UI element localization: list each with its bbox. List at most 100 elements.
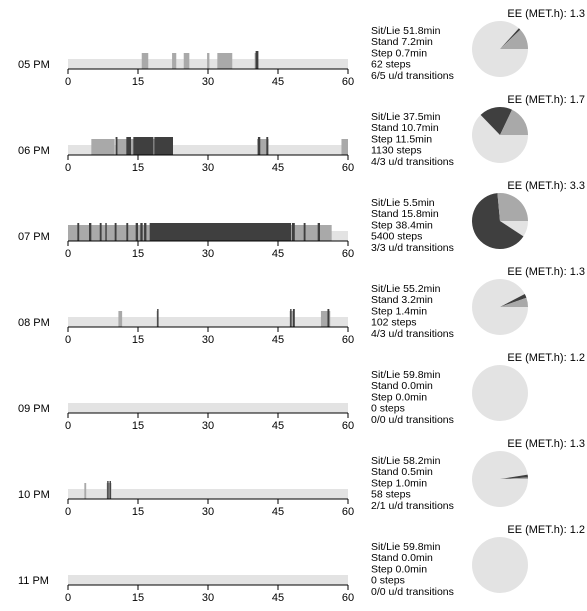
stepping-segment — [266, 137, 269, 155]
stepping-segment — [154, 137, 173, 155]
x-tick-label: 30 — [202, 334, 214, 346]
stepping-segment — [317, 223, 320, 241]
stat-line: 4/3 u/d transitions — [371, 156, 454, 168]
standing-segment — [289, 311, 295, 327]
ee-label: EE (MET.h): 1.3 — [507, 266, 585, 278]
x-tick-label: 15 — [132, 592, 144, 604]
stat-line: 0/0 u/d transitions — [371, 414, 454, 426]
stat-line: Sit/Lie 5.5min — [371, 197, 435, 209]
x-tick-label: 15 — [132, 76, 144, 88]
stepping-segment — [303, 223, 306, 241]
x-tick-label: 0 — [65, 162, 71, 174]
standing-segment — [217, 53, 233, 69]
x-tick-label: 15 — [132, 506, 144, 518]
x-tick-label: 30 — [202, 592, 214, 604]
hour-label: 05 PM — [18, 59, 50, 71]
stepping-segment — [292, 223, 295, 241]
stepping-segment — [149, 223, 292, 241]
x-tick-label: 30 — [202, 248, 214, 260]
hour-label: 07 PM — [18, 231, 50, 243]
standing-segment — [257, 139, 269, 155]
stepping-segment — [77, 223, 80, 241]
stat-line: Sit/Lie 59.8min — [371, 541, 441, 553]
stepping-segment — [292, 309, 295, 327]
hour-label: 09 PM — [18, 403, 50, 415]
ee-label: EE (MET.h): 1.3 — [507, 438, 585, 450]
stepping-segment — [109, 481, 111, 499]
stepping-segment — [140, 223, 143, 241]
standing-segment — [68, 225, 150, 241]
pie-slice-sit — [500, 221, 528, 237]
x-tick-label: 0 — [65, 76, 71, 88]
stepping-segment — [133, 137, 154, 155]
x-tick-label: 15 — [132, 420, 144, 432]
stat-line: 0 steps — [371, 403, 405, 415]
pie-slice-stand — [500, 109, 528, 135]
x-tick-label: 60 — [342, 162, 354, 174]
stat-line: Stand 3.2min — [371, 294, 433, 306]
stat-line: 2/1 u/d transitions — [371, 500, 454, 512]
stat-line: 58 steps — [371, 489, 411, 501]
stat-line: Sit/Lie 51.8min — [371, 25, 441, 37]
stat-line: Step 1.4min — [371, 305, 427, 317]
stepping-segment — [99, 223, 102, 241]
standing-segment — [320, 311, 331, 327]
sit-band — [68, 489, 348, 499]
hour-label: 08 PM — [18, 317, 50, 329]
standing-segment — [91, 139, 115, 155]
stat-line: 0 steps — [371, 575, 405, 587]
x-tick-label: 60 — [342, 76, 354, 88]
stepping-segment — [89, 223, 92, 241]
x-tick-label: 45 — [272, 592, 284, 604]
stat-line: 5400 steps — [371, 231, 422, 243]
x-tick-label: 0 — [65, 334, 71, 346]
stepping-segment — [290, 309, 292, 327]
x-tick-label: 0 — [65, 420, 71, 432]
pie-slice-step — [480, 107, 513, 135]
stat-line: Step 0.7min — [371, 47, 427, 59]
stat-line: 0/0 u/d transitions — [371, 586, 454, 598]
sit-band — [68, 145, 348, 155]
x-tick-label: 15 — [132, 162, 144, 174]
hour-label: 10 PM — [18, 489, 50, 501]
x-tick-label: 45 — [272, 334, 284, 346]
standing-segment — [141, 53, 149, 69]
pie-slice-step — [472, 193, 524, 250]
stepping-segment — [126, 137, 131, 155]
x-tick-label: 30 — [202, 420, 214, 432]
stat-line: Stand 15.8min — [371, 208, 439, 220]
ee-label: EE (MET.h): 3.3 — [507, 180, 585, 192]
stat-line: 102 steps — [371, 317, 417, 329]
stepping-segment — [327, 309, 330, 327]
sit-band — [68, 403, 348, 413]
x-tick-label: 0 — [65, 248, 71, 260]
pie-slice-stand — [500, 477, 528, 479]
standing-segment — [106, 483, 112, 499]
standing-segment — [183, 53, 190, 69]
stepping-segment — [105, 223, 107, 241]
stat-line: Sit/Lie 59.8min — [371, 369, 441, 381]
stepping-segment — [114, 223, 117, 241]
ee-label: EE (MET.h): 1.2 — [507, 352, 585, 364]
x-tick-label: 60 — [342, 248, 354, 260]
stat-line: 4/3 u/d transitions — [371, 328, 454, 340]
sit-band — [68, 317, 348, 327]
x-tick-label: 30 — [202, 162, 214, 174]
standing-segment — [292, 225, 332, 241]
pie-slice-step — [500, 474, 528, 479]
x-tick-label: 60 — [342, 592, 354, 604]
standing-segment — [341, 139, 348, 155]
pie-slice-stand — [497, 192, 528, 221]
standing-segment — [207, 53, 210, 69]
pie-slice-sit — [472, 537, 528, 593]
x-tick-label: 45 — [272, 162, 284, 174]
stepping-segment — [144, 223, 147, 241]
pie-slice-sit — [472, 114, 528, 164]
stat-line: 62 steps — [371, 59, 411, 71]
x-tick-label: 45 — [272, 248, 284, 260]
pie-slice-stand — [500, 297, 528, 307]
x-tick-label: 15 — [132, 248, 144, 260]
stat-line: 1130 steps — [371, 145, 422, 157]
stepping-segment — [255, 51, 259, 69]
